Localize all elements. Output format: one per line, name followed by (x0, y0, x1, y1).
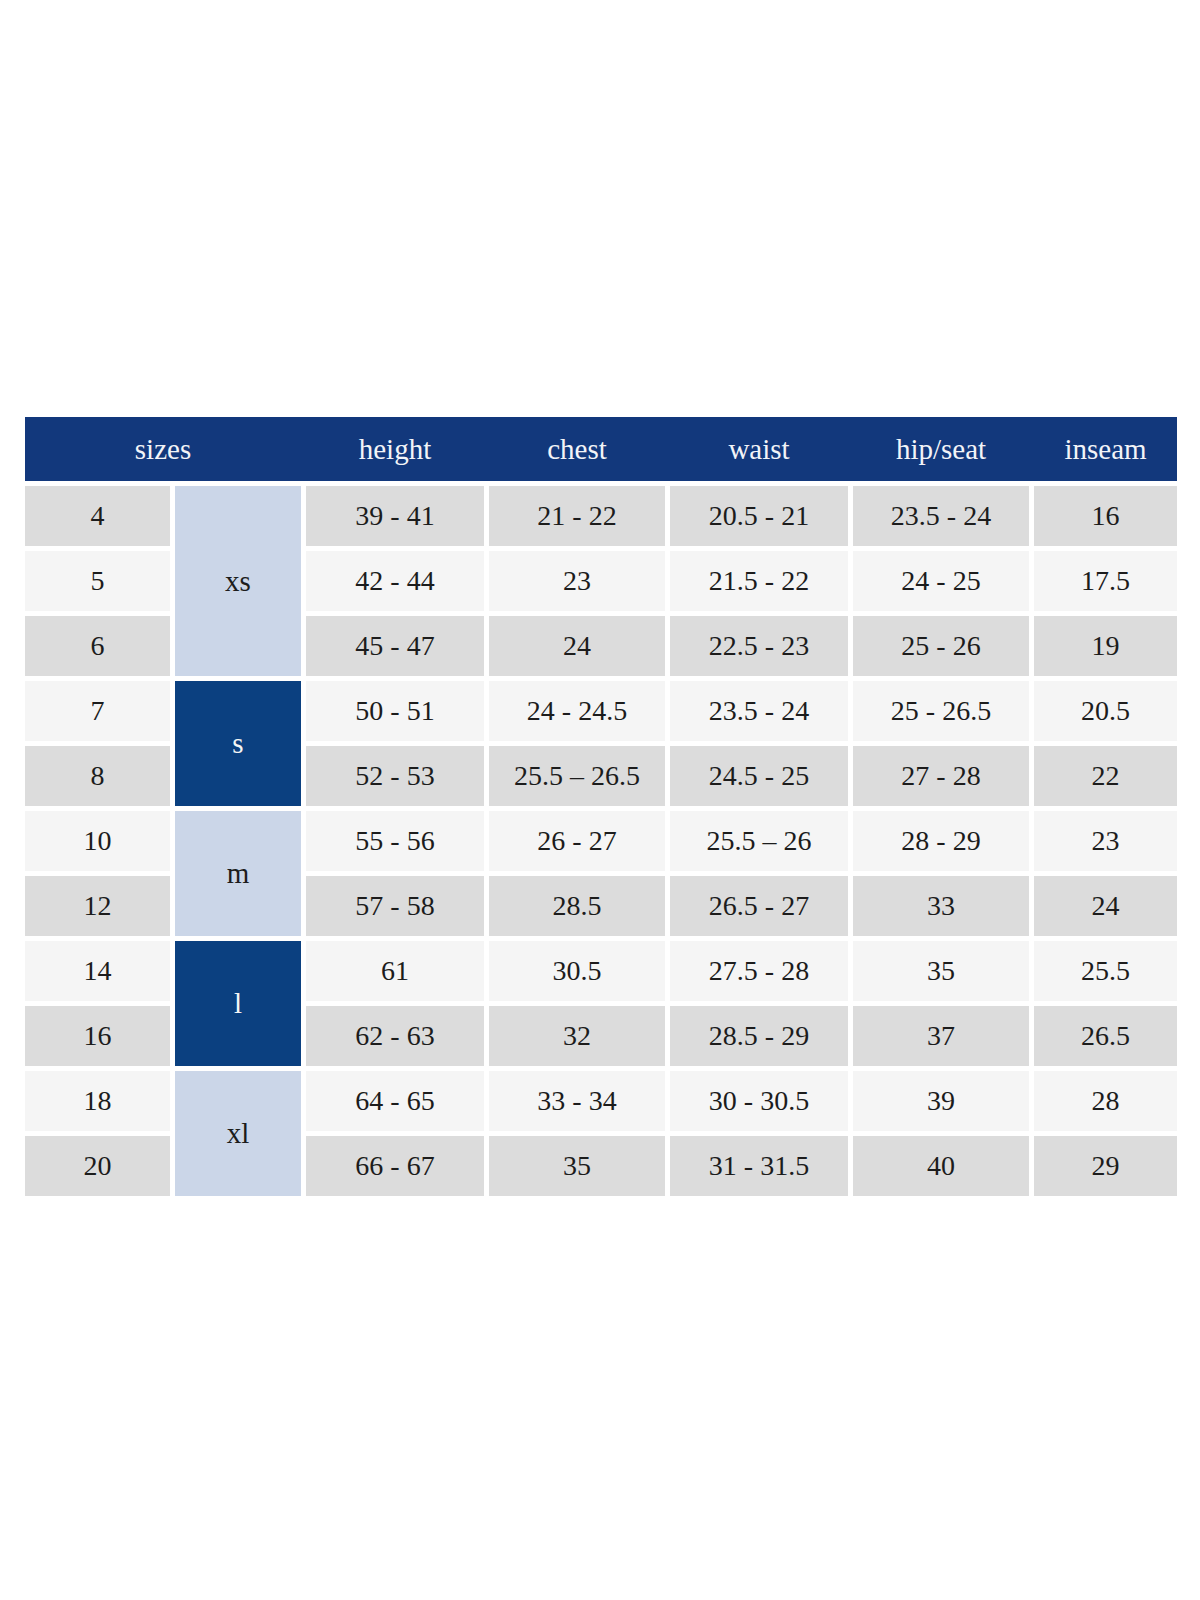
size-cell: 18 (25, 1071, 170, 1131)
waist-cell: 20.5 - 21 (670, 486, 848, 546)
chest-cell: 33 - 34 (489, 1071, 665, 1131)
height-cell: 64 - 65 (306, 1071, 484, 1131)
size-cell: 5 (25, 551, 170, 611)
waist-cell: 22.5 - 23 (670, 616, 848, 676)
chest-cell: 30.5 (489, 941, 665, 1001)
hip-seat-cell: 33 (853, 876, 1029, 936)
inseam-cell: 19 (1034, 616, 1177, 676)
waist-cell: 27.5 - 28 (670, 941, 848, 1001)
size-cell: 10 (25, 811, 170, 871)
size-cell: 8 (25, 746, 170, 806)
size-group-xs-cell: xs (175, 486, 301, 676)
chest-cell: 25.5 – 26.5 (489, 746, 665, 806)
hip-seat-cell: 23.5 - 24 (853, 486, 1029, 546)
hip-seat-cell: 27 - 28 (853, 746, 1029, 806)
height-cell: 55 - 56 (306, 811, 484, 871)
waist-cell: 25.5 – 26 (670, 811, 848, 871)
inseam-cell: 20.5 (1034, 681, 1177, 741)
hip-seat-cell: 28 - 29 (853, 811, 1029, 871)
inseam-cell: 17.5 (1034, 551, 1177, 611)
height-cell: 57 - 58 (306, 876, 484, 936)
hip-seat-cell: 40 (853, 1136, 1029, 1196)
header-inseam: inseam (1034, 417, 1177, 481)
chest-cell: 23 (489, 551, 665, 611)
size-chart-table: sizes height chest waist hip/seat inseam… (25, 417, 1177, 1196)
inseam-cell: 23 (1034, 811, 1177, 871)
height-cell: 66 - 67 (306, 1136, 484, 1196)
height-cell: 62 - 63 (306, 1006, 484, 1066)
height-cell: 52 - 53 (306, 746, 484, 806)
height-cell: 45 - 47 (306, 616, 484, 676)
size-group-l-cell: l (175, 941, 301, 1066)
inseam-cell: 25.5 (1034, 941, 1177, 1001)
header-waist: waist (670, 417, 848, 481)
inseam-cell: 28 (1034, 1071, 1177, 1131)
header-sizes: sizes (25, 417, 301, 481)
size-group-s-cell: s (175, 681, 301, 806)
hip-seat-cell: 39 (853, 1071, 1029, 1131)
inseam-cell: 22 (1034, 746, 1177, 806)
size-cell: 7 (25, 681, 170, 741)
inseam-cell: 24 (1034, 876, 1177, 936)
size-cell: 12 (25, 876, 170, 936)
hip-seat-cell: 25 - 26.5 (853, 681, 1029, 741)
header-chest: chest (489, 417, 665, 481)
chest-cell: 24 (489, 616, 665, 676)
waist-cell: 24.5 - 25 (670, 746, 848, 806)
waist-cell: 21.5 - 22 (670, 551, 848, 611)
height-cell: 42 - 44 (306, 551, 484, 611)
waist-cell: 31 - 31.5 (670, 1136, 848, 1196)
hip-seat-cell: 25 - 26 (853, 616, 1029, 676)
chest-cell: 32 (489, 1006, 665, 1066)
hip-seat-cell: 37 (853, 1006, 1029, 1066)
size-cell: 4 (25, 486, 170, 546)
waist-cell: 23.5 - 24 (670, 681, 848, 741)
chest-cell: 35 (489, 1136, 665, 1196)
size-cell: 6 (25, 616, 170, 676)
chest-cell: 26 - 27 (489, 811, 665, 871)
waist-cell: 26.5 - 27 (670, 876, 848, 936)
size-cell: 20 (25, 1136, 170, 1196)
table-header-row: sizes height chest waist hip/seat inseam (25, 417, 1177, 481)
waist-cell: 28.5 - 29 (670, 1006, 848, 1066)
waist-cell: 30 - 30.5 (670, 1071, 848, 1131)
inseam-cell: 16 (1034, 486, 1177, 546)
chest-cell: 24 - 24.5 (489, 681, 665, 741)
hip-seat-cell: 35 (853, 941, 1029, 1001)
height-cell: 50 - 51 (306, 681, 484, 741)
height-cell: 39 - 41 (306, 486, 484, 546)
size-cell: 14 (25, 941, 170, 1001)
size-cell: 16 (25, 1006, 170, 1066)
header-height: height (306, 417, 484, 481)
header-hip-seat: hip/seat (853, 417, 1029, 481)
chest-cell: 21 - 22 (489, 486, 665, 546)
inseam-cell: 29 (1034, 1136, 1177, 1196)
height-cell: 61 (306, 941, 484, 1001)
inseam-cell: 26.5 (1034, 1006, 1177, 1066)
hip-seat-cell: 24 - 25 (853, 551, 1029, 611)
size-group-xl-cell: xl (175, 1071, 301, 1196)
size-group-m-cell: m (175, 811, 301, 936)
chest-cell: 28.5 (489, 876, 665, 936)
